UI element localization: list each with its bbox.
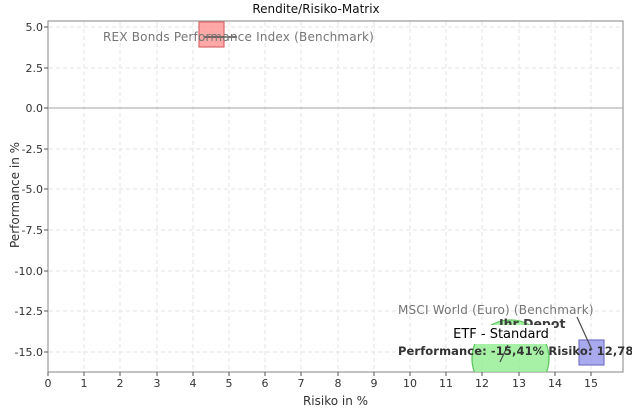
x-axis-title: Risiko in % (302, 394, 369, 408)
x-tick-label: 8 (334, 377, 342, 390)
y-tick-label: -15.0 (14, 346, 43, 359)
x-tick-label: 13 (512, 377, 526, 390)
x-tick-label: 3 (153, 377, 161, 390)
msci-benchmark-label: MSCI World (Euro) (Benchmark) (398, 303, 594, 317)
msci-leader-line (576, 316, 593, 351)
x-tick-label: 1 (80, 377, 88, 390)
y-tick-label: 5.0 (25, 21, 44, 34)
x-tick-label: 5 (225, 377, 233, 390)
y-tick-label: 0.0 (25, 102, 44, 115)
x-tick-label: 15 (584, 377, 598, 390)
tooltip: ETF - Standard (448, 325, 554, 344)
x-tick-marks (47, 372, 592, 376)
x-tick-label: 6 (261, 377, 269, 390)
x-tick-label: 2 (116, 377, 124, 390)
msci-square-marker[interactable] (578, 339, 605, 366)
x-tick-label: 0 (44, 377, 52, 390)
x-tick-label: 4 (189, 377, 197, 390)
chart-title: Rendite/Risiko-Matrix (252, 2, 380, 16)
y-axis-title: Performance in % (8, 141, 22, 248)
plot-border (47, 20, 624, 373)
y-tick-label: -5.0 (21, 183, 43, 196)
rex-benchmark-label: REX Bonds Performance Index (Benchmark) (103, 30, 375, 44)
x-tick-label: 11 (439, 377, 453, 390)
tooltip-title: ETF - Standard (453, 327, 549, 342)
y-tick-label: 2.5 (25, 62, 44, 75)
vertical-gridlines (83, 22, 592, 371)
y-tick-label: -12.5 (14, 305, 43, 318)
x-tick-label: 7 (297, 377, 305, 390)
x-tick-label: 10 (403, 377, 417, 390)
x-tick-label: 9 (370, 377, 378, 390)
depot-leader-line (499, 344, 509, 363)
tooltip-detail: Performance: -15,41% Risiko: 12,78% (398, 344, 632, 358)
y-tick-label: -10.0 (14, 265, 43, 278)
leader-lines (204, 36, 593, 363)
x-tick-label: 12 (475, 377, 489, 390)
y-tick-label: -2.5 (21, 143, 43, 156)
y-tick-marks (44, 26, 48, 353)
x-tick-label: 14 (548, 377, 562, 390)
rex-square-marker[interactable] (198, 21, 225, 48)
y-tick-label: -7.5 (21, 224, 43, 237)
